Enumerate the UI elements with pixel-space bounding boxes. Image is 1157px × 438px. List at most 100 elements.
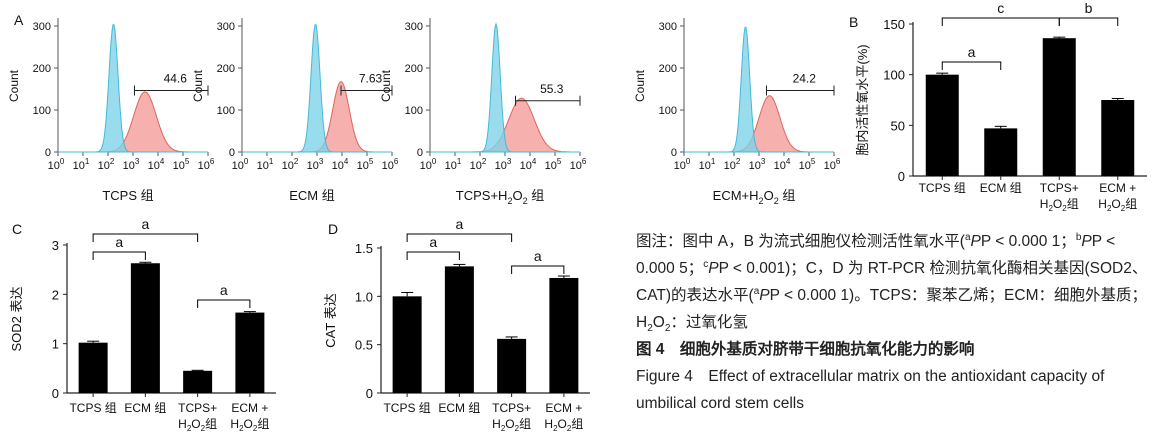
bar-y-tick-label: 2 <box>52 287 59 302</box>
bar <box>392 296 422 393</box>
bar-category-label: TCPS 组 <box>919 181 966 195</box>
hist-y-tick-label: 300 <box>33 21 51 33</box>
hist-x-tick-label: 104 <box>332 157 349 172</box>
bar-y-label: 胞内活性氧水平(%) <box>855 44 870 155</box>
bar-category-label: TCPS 组 <box>383 401 430 415</box>
significance-label: a <box>534 248 542 264</box>
hist-x-tick-label: 104 <box>520 157 537 172</box>
significance-label: c <box>997 0 1004 16</box>
bar-y-tick-label: 0 <box>898 169 905 184</box>
significance-bracket <box>197 299 251 308</box>
hist-y-tick-label: 100 <box>659 105 677 117</box>
blue-histogram-curve <box>684 26 834 153</box>
hist-x-tick-label: 104 <box>148 157 165 172</box>
hist-y-tick-label: 0 <box>45 147 51 159</box>
significance-bracket <box>941 61 1002 70</box>
blue-histogram-curve <box>242 24 392 153</box>
significance-bracket <box>406 251 460 260</box>
histogram-group-label: ECM+H2O2 组 <box>713 188 796 206</box>
hist-y-tick-label: 100 <box>33 105 51 117</box>
significance-label: a <box>429 234 437 250</box>
hist-x-tick-label: 105 <box>799 157 816 172</box>
bar-y-tick-label: 0.5 <box>355 338 373 353</box>
bar-category-label: ECM 组 <box>124 401 166 415</box>
caption-en-title: Figure 4 Effect of extracellular matrix … <box>636 368 1105 412</box>
bar-y-tick-label: 150 <box>883 17 905 32</box>
bar-y-label: SOD2 表达 <box>9 286 24 351</box>
bar-category-label-line2: H2O2组 <box>492 417 531 433</box>
hist-y-tick-label: 300 <box>405 21 423 33</box>
bar-category-label-line2: H2O2组 <box>544 417 583 433</box>
caption-note: 图注：图中 A，B 为流式细胞仪检测活性氧水平(aPP < 0.000 1；bP… <box>636 231 1148 335</box>
bar-chart-d: 0 0.5 1.0 1.5 CAT 表达 TCPS 组 ECM 组 TCPS+ H2O2组 ECM… <box>323 216 590 433</box>
bar-chart-b: 0 50 100 150 胞内活性氧水平(%) TCPS 组 ECM 组 TCPS+ H2O2组… <box>855 0 1147 213</box>
hist-y-tick-label: 300 <box>217 21 235 33</box>
bar <box>78 342 108 393</box>
hist-x-tick-label: 101 <box>257 157 274 172</box>
hist-x-tick-label: 101 <box>445 157 462 172</box>
hist-x-tick-label: 106 <box>198 157 215 172</box>
bar-y-tick-label: 100 <box>883 68 905 83</box>
figure-caption: 图注：图中 A，B 为流式细胞仪检测活性氧水平(aPP < 0.000 1；bP… <box>636 228 1151 417</box>
bar <box>1101 100 1135 176</box>
bar <box>183 370 213 393</box>
hist-x-tick-label: 100 <box>674 157 691 172</box>
hist-x-tick-label: 104 <box>774 157 791 172</box>
hist-x-tick-label: 105 <box>545 157 562 172</box>
hist-x-tick-label: 103 <box>307 157 324 172</box>
hist-x-tick-label: 102 <box>98 157 115 172</box>
hist-y-tick-label: 200 <box>405 63 423 75</box>
significance-bracket <box>92 251 146 260</box>
bar-category-label: TCPS+ <box>1040 181 1079 195</box>
histogram-group-label: TCPS 组 <box>102 188 153 203</box>
hist-y-tick-label: 0 <box>229 147 235 159</box>
red-histogram-curve <box>58 91 208 153</box>
significance-label: b <box>1085 0 1093 16</box>
bar-category-label: ECM + <box>1099 181 1136 195</box>
bar-category-label: ECM + <box>231 401 268 415</box>
bar <box>984 128 1018 176</box>
hist-x-tick-label: 105 <box>173 157 190 172</box>
hist-x-tick-label: 106 <box>824 157 841 172</box>
caption-cn-title: 图 4 细胞外基质对脐带干细胞抗氧化能力的影响 <box>636 341 975 358</box>
bar <box>444 266 474 393</box>
significance-bracket <box>92 233 199 242</box>
significance-label: a <box>115 234 123 250</box>
blue-histogram-curve <box>430 22 580 153</box>
red-histogram-curve <box>684 95 834 153</box>
bar-category-label-line2: H2O2组 <box>1098 197 1137 213</box>
significance-label: a <box>455 216 463 232</box>
bar <box>130 263 160 393</box>
hist-y-tick-label: 200 <box>659 63 677 75</box>
panel-letter-b: B <box>849 14 858 30</box>
bar-category-label-line2: H2O2组 <box>178 417 217 433</box>
bar-category-label-line2: H2O2组 <box>1040 197 1079 213</box>
hist-x-tick-label: 102 <box>282 157 299 172</box>
hist-x-tick-label: 106 <box>382 157 399 172</box>
hist-x-tick-label: 100 <box>48 157 65 172</box>
hist-y-label: Count <box>633 69 647 102</box>
bar-y-tick-label: 0 <box>52 386 59 401</box>
panel-letter-c: C <box>12 221 22 237</box>
bar-category-label: ECM + <box>545 401 582 415</box>
significance-bracket <box>1058 17 1119 26</box>
hist-x-tick-label: 100 <box>420 157 437 172</box>
significance-bracket <box>511 265 565 274</box>
blue-histogram-curve <box>58 24 208 153</box>
hist-x-tick-label: 102 <box>470 157 487 172</box>
hist-x-tick-label: 100 <box>232 157 249 172</box>
bar <box>925 74 959 176</box>
hist-y-label: Count <box>191 69 205 102</box>
hist-x-tick-label: 105 <box>357 157 374 172</box>
hist-y-tick-label: 0 <box>671 147 677 159</box>
bar-y-tick-label: 1 <box>52 337 59 352</box>
histogram-group-label: TCPS+H2O2 组 <box>456 188 544 206</box>
gate-value: 55.3 <box>540 82 564 96</box>
hist-y-tick-label: 100 <box>217 105 235 117</box>
hist-y-label: Count <box>7 69 21 102</box>
bar-y-tick-label: 50 <box>891 118 905 133</box>
